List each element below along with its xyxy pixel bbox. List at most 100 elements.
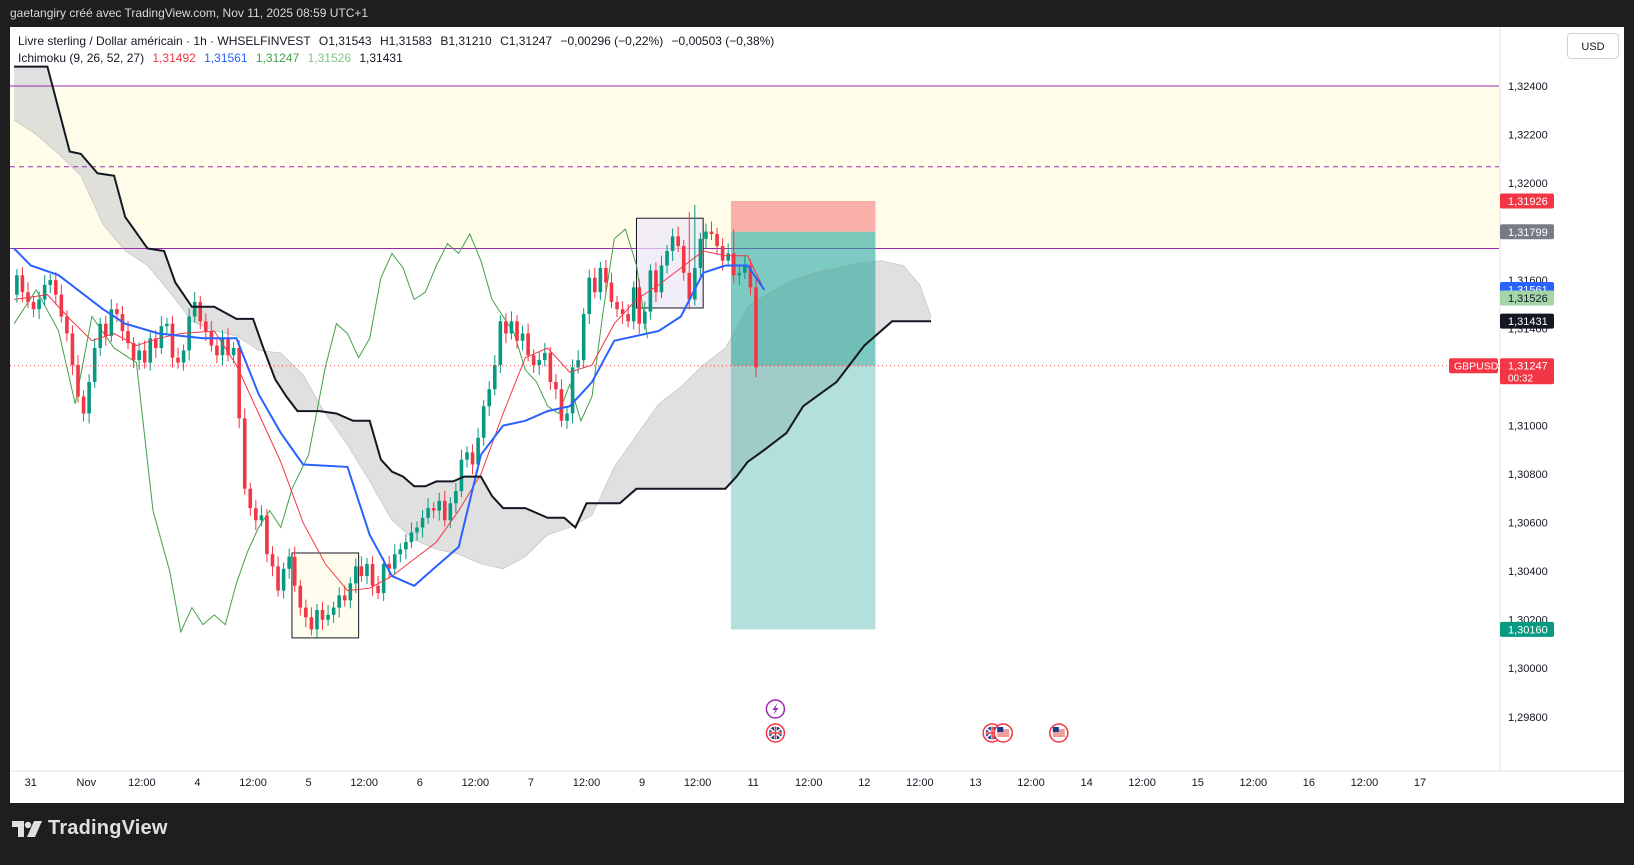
candle-body bbox=[365, 563, 369, 577]
candle bbox=[542, 342, 547, 367]
tradingview-logo[interactable]: TradingView bbox=[12, 817, 168, 840]
candle bbox=[348, 577, 353, 609]
legend-close: C1,31247 bbox=[500, 34, 553, 48]
candle bbox=[326, 604, 330, 626]
price-tick: 1,30000 bbox=[1508, 663, 1548, 675]
candle-body bbox=[665, 250, 669, 266]
candle-body bbox=[559, 389, 564, 421]
candle-body bbox=[481, 406, 486, 438]
ichimoku-cloud bbox=[14, 66, 932, 569]
legend-open: O1,31543 bbox=[318, 34, 372, 48]
candle bbox=[420, 509, 425, 538]
candle-body bbox=[31, 301, 36, 310]
candle bbox=[231, 341, 236, 364]
candle bbox=[176, 347, 180, 369]
candle-body bbox=[570, 367, 575, 414]
candle-body bbox=[748, 265, 753, 288]
candle-body bbox=[470, 452, 475, 465]
candle bbox=[137, 342, 141, 371]
legend-senkou-a-value: 1,31526 bbox=[307, 51, 352, 65]
candle bbox=[509, 311, 514, 340]
candle bbox=[659, 255, 664, 299]
candle-body bbox=[709, 231, 714, 234]
time-tick: 16 bbox=[1303, 777, 1315, 789]
candle-body bbox=[492, 364, 497, 390]
candle bbox=[398, 543, 403, 563]
legend-high: H1,31583 bbox=[379, 34, 432, 48]
candle bbox=[593, 267, 597, 299]
candle-body bbox=[476, 437, 480, 465]
candle bbox=[404, 534, 408, 560]
time-tick: 12:00 bbox=[1017, 777, 1045, 789]
candle-body bbox=[743, 265, 747, 273]
candle bbox=[215, 339, 219, 364]
chart-canvas[interactable]: 1,324001,322001,320001,318001,316001,314… bbox=[10, 27, 1624, 803]
candle-body bbox=[65, 316, 69, 334]
candle-body bbox=[565, 413, 569, 421]
candle-body bbox=[442, 500, 447, 521]
candle bbox=[720, 238, 725, 271]
candle bbox=[259, 505, 264, 527]
candle bbox=[287, 548, 291, 579]
legend-change-extended: −0,00503 (−0,38%) bbox=[671, 34, 775, 48]
candle bbox=[715, 227, 719, 255]
candle bbox=[337, 587, 341, 618]
candle-body bbox=[342, 595, 347, 601]
candle bbox=[242, 408, 247, 495]
time-tick: 12:00 bbox=[128, 777, 156, 789]
candle-body bbox=[454, 491, 458, 504]
candle-body bbox=[204, 321, 208, 332]
candle bbox=[70, 325, 75, 375]
chart-frame[interactable]: 1,324001,322001,320001,318001,316001,314… bbox=[10, 27, 1624, 803]
time-tick: 12:00 bbox=[906, 777, 934, 789]
range-box-1 bbox=[291, 552, 360, 639]
candle bbox=[559, 379, 564, 427]
candle bbox=[737, 264, 742, 286]
candle-body bbox=[354, 566, 358, 584]
candle bbox=[42, 274, 47, 306]
candle bbox=[148, 332, 153, 371]
candle bbox=[548, 346, 553, 390]
time-tick: 17 bbox=[1414, 777, 1426, 789]
candle bbox=[442, 490, 447, 527]
candle bbox=[687, 212, 692, 310]
gb-event-icon bbox=[765, 723, 786, 743]
candle bbox=[159, 316, 164, 355]
candle-body bbox=[426, 508, 430, 518]
candle-body bbox=[70, 333, 75, 365]
candle bbox=[281, 562, 286, 599]
candle bbox=[415, 521, 419, 541]
candle bbox=[237, 340, 241, 429]
candle-body bbox=[304, 607, 308, 618]
currency-button[interactable]: USD bbox=[1567, 33, 1619, 59]
candle bbox=[92, 338, 97, 389]
candle-body bbox=[648, 270, 653, 312]
candle-body bbox=[693, 267, 697, 300]
candle-body bbox=[542, 352, 547, 361]
price-tick: 1,32000 bbox=[1508, 178, 1548, 190]
candle bbox=[87, 373, 91, 424]
candle-body bbox=[654, 270, 658, 293]
candle-body bbox=[137, 350, 141, 361]
legend-indicator[interactable]: Ichimoku (9, 26, 52, 27) bbox=[18, 51, 145, 65]
time-tick: 5 bbox=[306, 777, 312, 789]
legend-symbol[interactable]: Livre sterling / Dollar américain · 1h ·… bbox=[18, 34, 311, 48]
symbol-tag-text: GBPUSD bbox=[1454, 361, 1499, 373]
tradingview-brand: TradingView bbox=[48, 817, 168, 839]
candle bbox=[165, 317, 169, 335]
candle-body bbox=[676, 236, 680, 247]
candle bbox=[276, 556, 280, 597]
tenkan-line bbox=[14, 250, 765, 592]
candle-body bbox=[265, 515, 269, 555]
candle bbox=[598, 261, 603, 301]
candle bbox=[98, 317, 103, 357]
time-tick: 12:00 bbox=[462, 777, 490, 789]
candle bbox=[615, 295, 619, 318]
candle-body bbox=[48, 280, 53, 285]
candle-body bbox=[392, 554, 397, 569]
senkou-a-line bbox=[13, 119, 932, 570]
candle-body bbox=[670, 236, 675, 251]
candle-body bbox=[192, 301, 197, 317]
candle-body bbox=[637, 287, 642, 324]
candle-body bbox=[148, 338, 153, 363]
